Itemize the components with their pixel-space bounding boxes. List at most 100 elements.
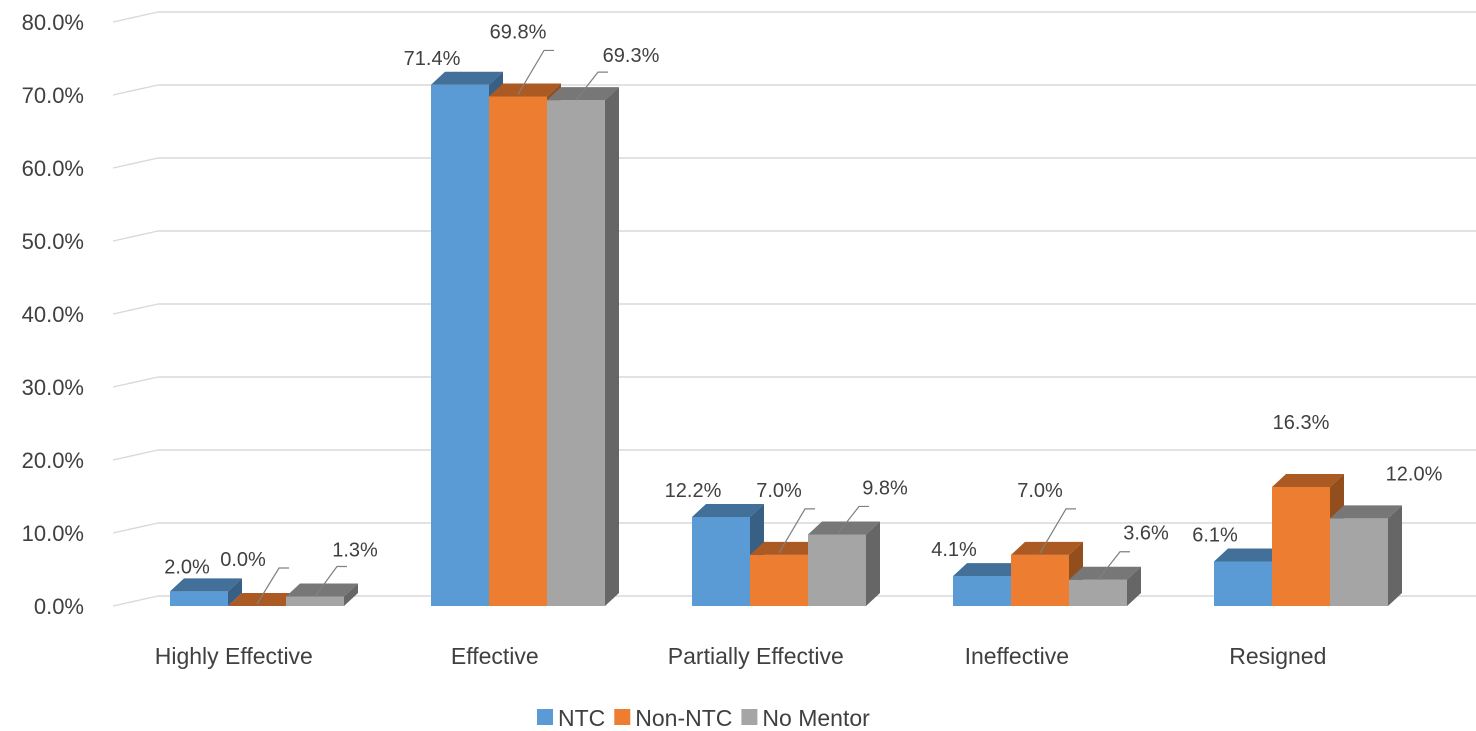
y-tick-label: 20.0% [22, 448, 84, 473]
bar-front [808, 534, 866, 606]
legend-swatch [614, 709, 631, 725]
legend-swatch [741, 709, 758, 725]
y-tick-label: 80.0% [22, 10, 84, 35]
bar-front [1330, 518, 1388, 606]
bar-no-mentor-3 [1069, 566, 1141, 606]
bar-top [170, 578, 242, 592]
leader-line [256, 567, 289, 605]
leader-line [1097, 551, 1130, 581]
leader-line [314, 565, 347, 597]
legend-swatch [537, 709, 553, 725]
bar-front [750, 554, 808, 606]
gridline-depth [112, 449, 159, 461]
bar-top [228, 593, 300, 606]
bar-top [692, 503, 764, 517]
bar-front [1214, 561, 1272, 606]
data-label: 4.1% [931, 539, 977, 561]
data-label: 7.0% [756, 480, 802, 502]
leader-line [836, 505, 869, 535]
bar-non-ntc-0 [228, 593, 300, 606]
bar-front [1069, 579, 1127, 606]
bar-front [489, 96, 547, 607]
gridlines [112, 11, 1476, 607]
bar-front [431, 84, 489, 606]
bar-front [286, 596, 344, 606]
bar-top [1272, 474, 1344, 488]
category-label: Highly Effective [155, 643, 313, 669]
leader-line [575, 71, 608, 101]
bar-top [431, 71, 503, 85]
bar-top [1214, 548, 1286, 562]
legend-item-non-ntc: Non-NTC [614, 705, 732, 731]
legend-label: Non-NTC [635, 705, 732, 731]
bar-top [489, 83, 561, 97]
data-label: 12.0% [1386, 463, 1443, 485]
category-label: Resigned [1229, 643, 1326, 669]
data-label: 12.2% [665, 480, 722, 502]
bar-side [228, 578, 242, 606]
legend-item-ntc: NTC [537, 705, 605, 731]
bar-top [547, 87, 619, 101]
gridline-depth [112, 11, 159, 23]
data-label: 7.0% [1017, 480, 1063, 502]
category-label: Ineffective [965, 643, 1069, 669]
bars [170, 71, 1402, 607]
bar-no-mentor-0 [286, 583, 358, 606]
gridline-depth [112, 376, 159, 388]
data-label: 69.3% [603, 45, 660, 67]
bar-top [1011, 541, 1083, 555]
legend: NTC Non-NTC No Mentor [537, 705, 870, 731]
data-label: 0.0% [220, 549, 266, 571]
bar-side [1127, 566, 1141, 606]
bar-front [692, 516, 750, 606]
bar-top [1069, 566, 1141, 580]
gridline-depth [112, 157, 159, 169]
y-axis-ticks: 0.0% 10.0% 20.0% 30.0% 40.0% 50.0% 60.0% 70.0% 8… [22, 10, 84, 619]
y-tick-label: 30.0% [22, 375, 84, 400]
bar-no-mentor-4 [1330, 505, 1402, 606]
y-tick-label: 40.0% [22, 302, 84, 327]
bar-ntc-2 [692, 503, 764, 606]
bar-top [808, 521, 880, 535]
bar-side [605, 87, 619, 607]
data-label: 2.0% [164, 556, 210, 578]
category-label: Partially Effective [668, 643, 844, 669]
data-label: 16.3% [1273, 412, 1330, 434]
y-tick-label: 50.0% [22, 229, 84, 254]
bar-top [286, 583, 358, 597]
legend-label: No Mentor [762, 705, 870, 731]
bar-front [953, 576, 1011, 606]
data-labels: 2.0% 0.0% 1.3% 71.4% 69.8% 69.3% 12.2% 7.0% 9.8%… [164, 21, 1443, 605]
y-tick-label: 60.0% [22, 156, 84, 181]
data-label: 9.8% [862, 477, 908, 499]
bar-side [344, 583, 358, 606]
bar-no-mentor-2 [808, 521, 880, 606]
bar-side [866, 521, 880, 606]
y-tick-label: 70.0% [22, 83, 84, 108]
gridline-depth [112, 595, 159, 607]
bar-top [750, 541, 822, 555]
data-label: 3.6% [1123, 523, 1169, 545]
gridline-depth [112, 84, 159, 96]
bar-front [170, 591, 228, 606]
data-label: 6.1% [1192, 524, 1238, 546]
data-label: 71.4% [404, 48, 461, 70]
y-tick-label: 10.0% [22, 521, 84, 546]
bar-front [1011, 554, 1069, 606]
data-label: 69.8% [490, 21, 547, 43]
bar-ntc-0 [170, 578, 242, 606]
gridline-depth [112, 303, 159, 315]
data-label: 1.3% [332, 540, 378, 562]
bar-side [1388, 505, 1402, 606]
legend-label: NTC [558, 705, 605, 731]
leader-line [778, 508, 815, 554]
bar-front [1272, 487, 1330, 606]
bar-top [953, 563, 1025, 577]
leader-line [1039, 508, 1076, 554]
y-tick-label: 0.0% [34, 594, 84, 619]
gridline-depth [112, 522, 159, 534]
bar-no-mentor-1 [547, 87, 619, 607]
gridline-depth [112, 230, 159, 242]
